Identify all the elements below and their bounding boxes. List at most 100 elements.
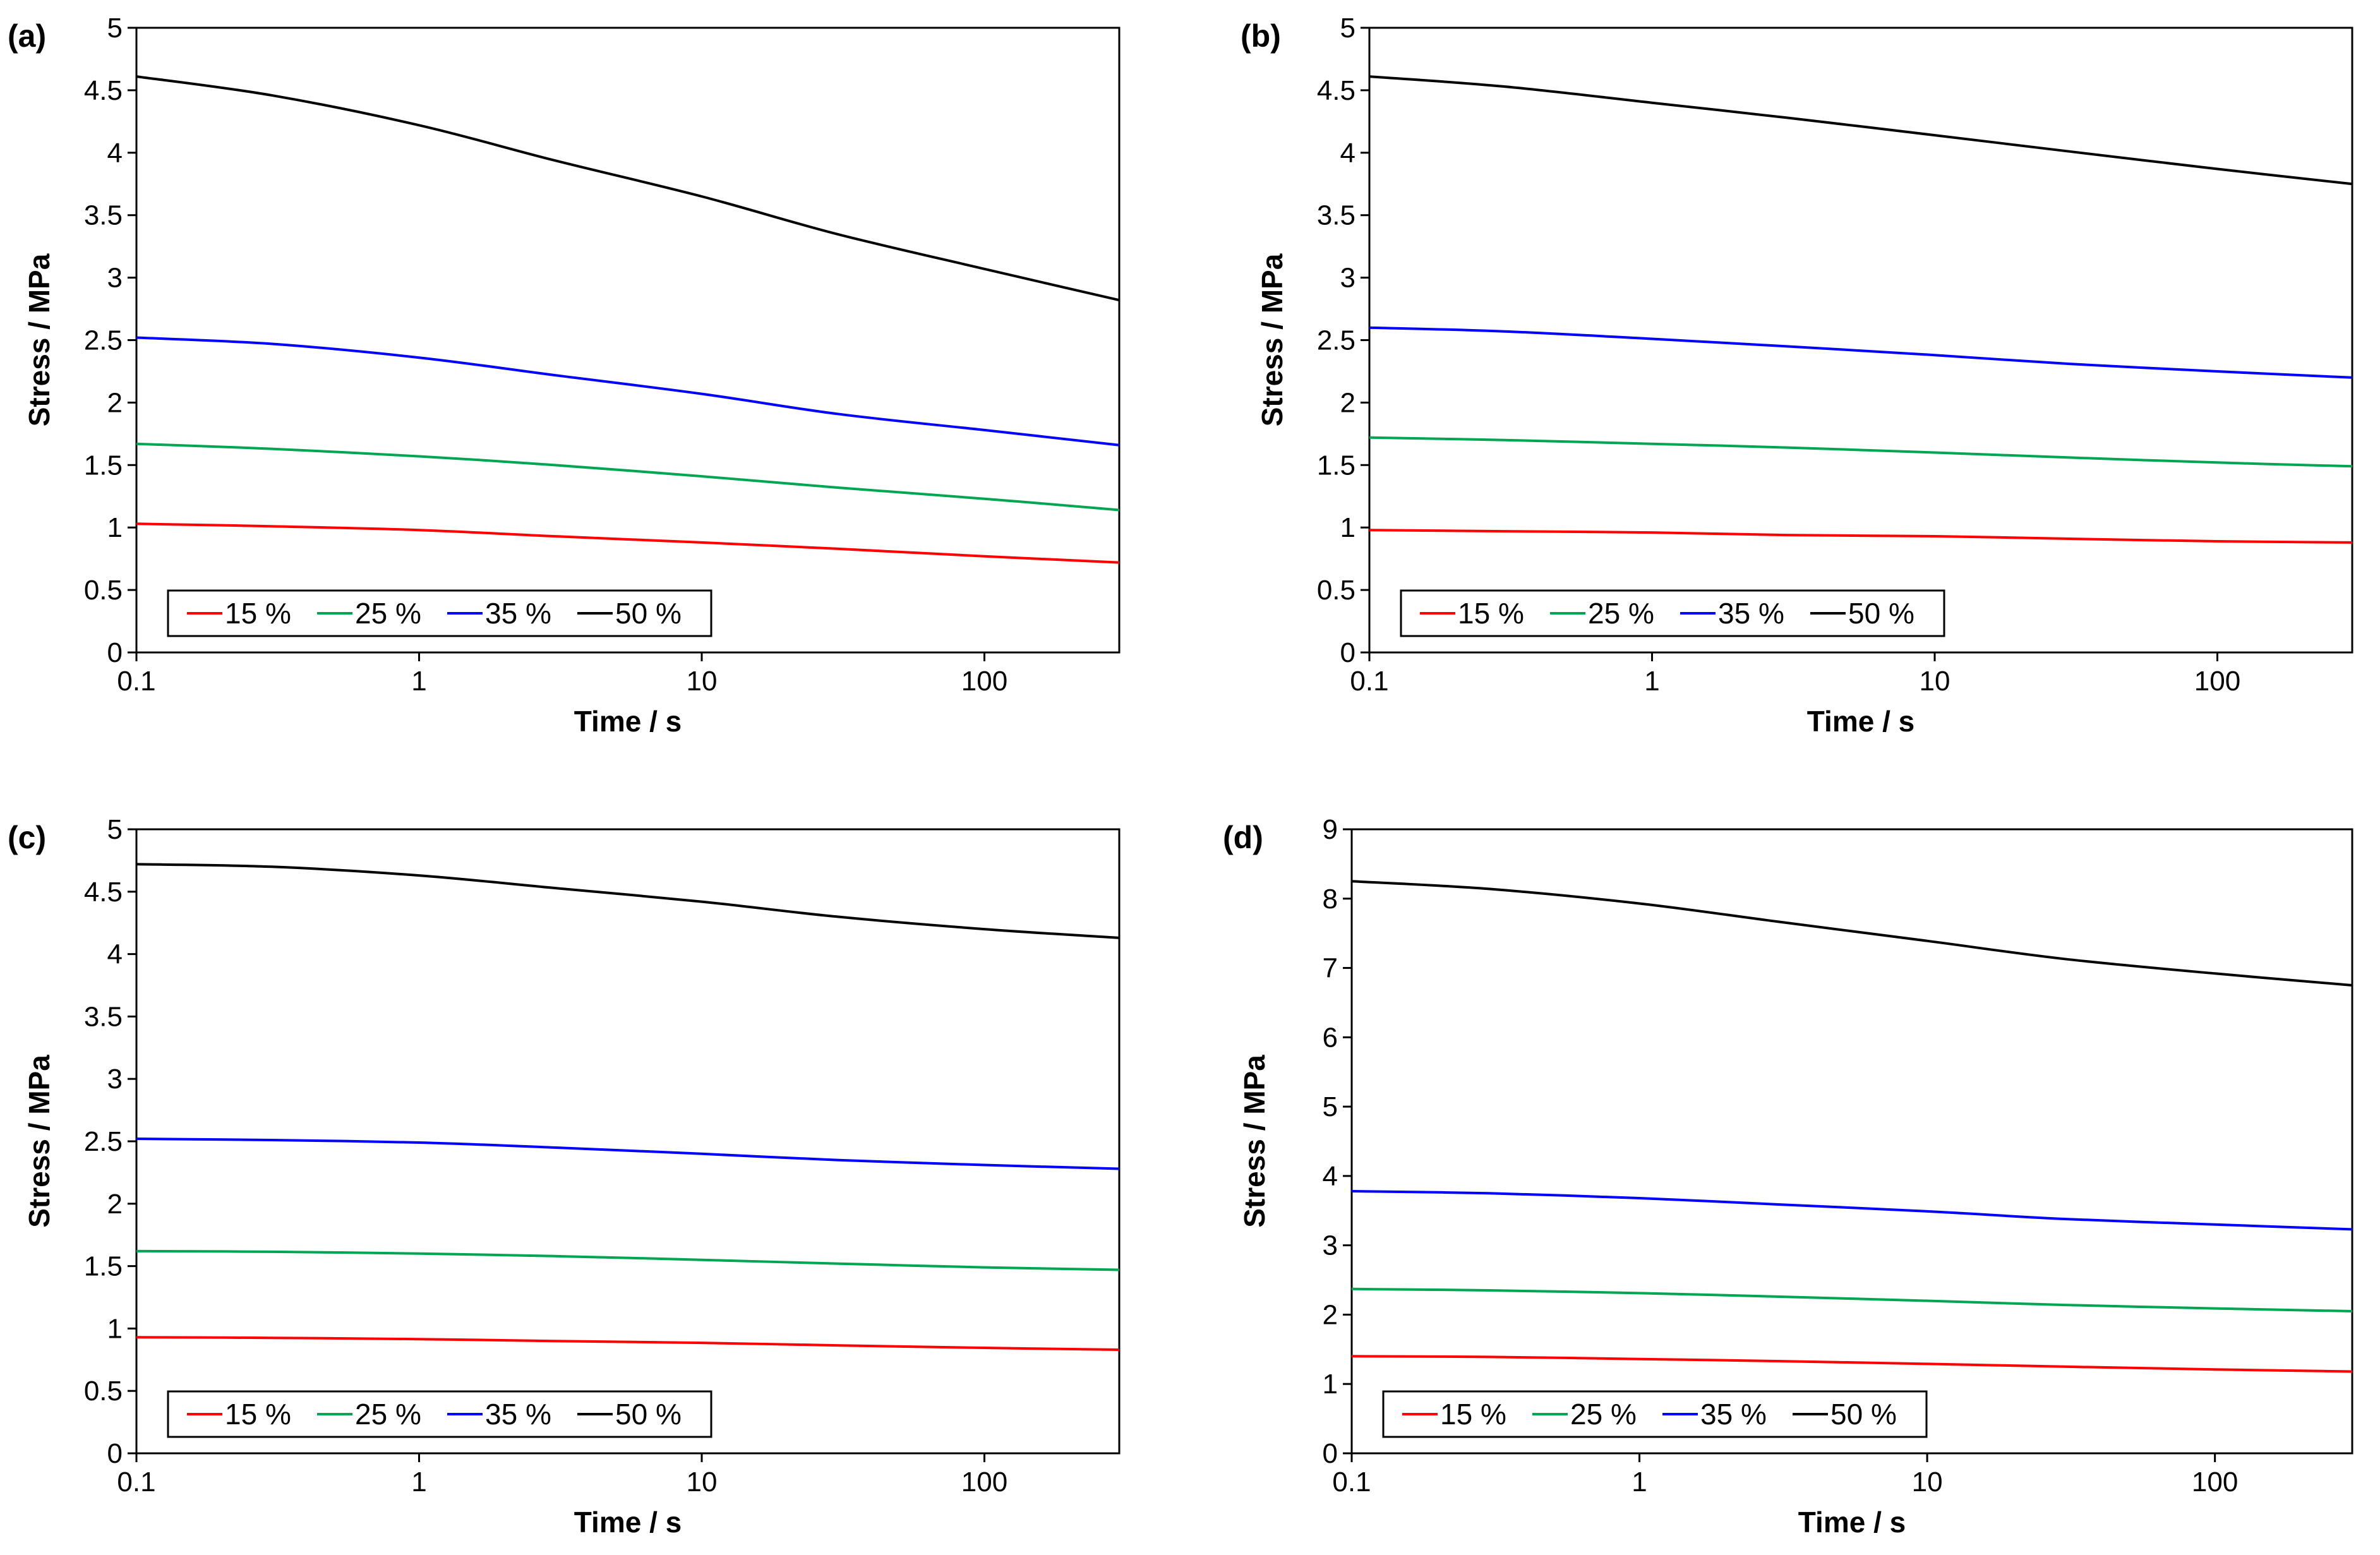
y-tick-label: 2: [1340, 387, 1355, 418]
x-tick-label: 1: [1644, 666, 1659, 697]
series-line-35-percent: [136, 336, 1120, 447]
panel-label: (b): [1241, 18, 1281, 54]
y-tick-label: 4: [107, 939, 123, 970]
x-tick-label: 10: [687, 666, 718, 697]
x-tick-label: 10: [1920, 666, 1950, 697]
y-tick-label: 3: [107, 1064, 123, 1095]
legend-box: [167, 589, 712, 637]
y-tick-label: 4: [107, 138, 123, 169]
series-line-50-percent: [1351, 880, 2353, 987]
y-tick-label: 1: [107, 512, 123, 543]
panel-label: (a): [8, 18, 46, 54]
x-tick-label: 100: [2192, 1467, 2238, 1498]
legend-label: 50 %: [615, 597, 682, 630]
series-line-35-percent: [1369, 326, 2353, 379]
y-tick-label: 1.5: [1317, 450, 1355, 481]
y-tick-label: 0.5: [1317, 575, 1355, 606]
y-tick-label: 5: [1323, 1091, 1338, 1122]
y-tick-label: 5: [107, 13, 123, 44]
series-line-15-percent: [1351, 1355, 2353, 1373]
series-line-50-percent: [136, 75, 1120, 302]
x-tick-label: 1: [411, 666, 426, 697]
legend-box: [167, 1390, 712, 1438]
y-tick-label: 0: [1340, 637, 1355, 668]
y-tick-label: 0.5: [84, 1376, 123, 1407]
legend-label: 50 %: [615, 1398, 682, 1431]
chart-panel-d: 0 1 2 3 4 5 6 7 8 9 0.1 1 10 100 15 % 25 % 35 % 50 % Time …: [1223, 814, 2353, 1539]
y-axis-title: Stress / MPa: [1256, 253, 1289, 426]
panel-label: (c): [8, 820, 46, 855]
legend-label: 25 %: [355, 597, 421, 630]
y-tick-label: 3.5: [1317, 200, 1355, 231]
legend-box: [1400, 589, 1945, 637]
y-tick-label: 1: [107, 1313, 123, 1344]
chart-panel-c: 0 0.5 1 1.5 2 2.5 3 3.5 4 4.5 5 0.1 1 10 100 15 % 25 % 35…: [8, 814, 1121, 1539]
y-tick-label: 2: [1323, 1299, 1338, 1330]
y-axis-title: Stress / MPa: [23, 1055, 56, 1228]
y-tick-label: 3: [1323, 1230, 1338, 1261]
legend-label: 15 %: [225, 1398, 291, 1431]
series-line-25-percent: [1369, 436, 2353, 468]
y-tick-label: 2.5: [84, 325, 123, 356]
series-line-25-percent: [136, 442, 1120, 512]
y-tick-label: 0: [107, 1438, 123, 1469]
y-tick-label: 8: [1323, 884, 1338, 915]
series-line-50-percent: [136, 863, 1120, 939]
legend-label: 50 %: [1848, 597, 1914, 630]
legend-label: 35 %: [1700, 1398, 1767, 1431]
x-axis-title: Time / s: [1798, 1506, 1906, 1539]
y-tick-label: 1: [1323, 1369, 1338, 1400]
x-tick-label: 0.1: [117, 666, 155, 697]
y-tick-label: 0: [1323, 1438, 1338, 1469]
series-line-50-percent: [1369, 75, 2353, 186]
plot-frame: [1350, 828, 2353, 1455]
x-tick-label: 10: [1912, 1467, 1943, 1498]
y-tick-label: 3.5: [84, 200, 123, 231]
x-tick-label: 100: [961, 1467, 1007, 1498]
x-tick-label: 100: [961, 666, 1007, 697]
y-tick-label: 2: [107, 387, 123, 418]
plot-frame: [1368, 27, 2353, 654]
series-line-15-percent: [1369, 529, 2353, 544]
x-tick-label: 10: [687, 1467, 718, 1498]
legend-label: 25 %: [355, 1398, 421, 1431]
legend-label: 35 %: [1718, 597, 1784, 630]
legend-label: 25 %: [1570, 1398, 1637, 1431]
chart-panel-a: 0 0.5 1 1.5 2 2.5 3 3.5 4 4.5 5 0.1 1 10 100 15 % 25 % 35…: [8, 13, 1121, 738]
series-line-15-percent: [136, 1336, 1120, 1351]
x-axis-title: Time / s: [574, 705, 682, 738]
y-tick-label: 4: [1323, 1161, 1338, 1192]
y-tick-label: 5: [107, 814, 123, 845]
legend: 15 % 25 % 35 % 50 %: [1400, 589, 1945, 637]
x-axis-title: Time / s: [1807, 705, 1914, 738]
y-tick-label: 6: [1323, 1022, 1338, 1053]
y-tick-label: 0: [107, 637, 123, 668]
y-tick-label: 9: [1323, 814, 1338, 845]
legend: 15 % 25 % 35 % 50 %: [167, 589, 712, 637]
series-line-15-percent: [136, 522, 1120, 564]
y-tick-label: 4.5: [84, 877, 123, 908]
y-axis-title: Stress / MPa: [1238, 1055, 1271, 1228]
y-tick-label: 3: [1340, 263, 1355, 294]
x-axis-title: Time / s: [574, 1506, 682, 1539]
legend-label: 25 %: [1588, 597, 1654, 630]
legend: 15 % 25 % 35 % 50 %: [167, 1390, 712, 1438]
y-axis-title: Stress / MPa: [23, 253, 56, 426]
legend: 15 % 25 % 35 % 50 %: [1382, 1390, 1928, 1438]
y-tick-label: 0.5: [84, 575, 123, 606]
y-tick-label: 2: [107, 1189, 123, 1220]
x-tick-label: 100: [2194, 666, 2240, 697]
legend-label: 15 %: [1440, 1398, 1506, 1431]
y-tick-label: 2.5: [84, 1126, 123, 1157]
legend-label: 15 %: [1458, 597, 1524, 630]
legend-label: 35 %: [485, 597, 551, 630]
plot-frame: [135, 27, 1121, 654]
y-tick-label: 3: [107, 263, 123, 294]
legend-label: 35 %: [485, 1398, 551, 1431]
y-tick-label: 4: [1340, 138, 1355, 169]
x-tick-label: 1: [1632, 1467, 1647, 1498]
legend-label: 15 %: [225, 597, 291, 630]
y-tick-label: 1: [1340, 512, 1355, 543]
series-line-25-percent: [136, 1249, 1120, 1271]
